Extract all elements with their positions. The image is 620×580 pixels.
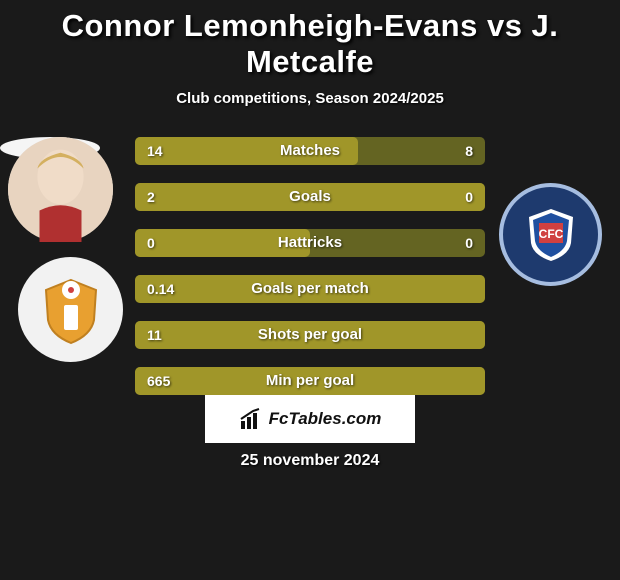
content-area: CFC 148Matches20Goals00Hattricks0.14Goal…: [0, 137, 620, 159]
stat-label: Matches: [135, 137, 485, 165]
footer-brand-text: FcTables.com: [269, 409, 382, 429]
club-right-badge: CFC: [499, 183, 602, 286]
comparison-title: Connor Lemonheigh-Evans vs J. Metcalfe: [0, 0, 620, 80]
footer-brand-badge: FcTables.com: [205, 395, 415, 443]
stat-bar: 0.14Goals per match: [135, 275, 485, 303]
stat-bar: 00Hattricks: [135, 229, 485, 257]
stat-label: Hattricks: [135, 229, 485, 257]
comparison-subtitle: Club competitions, Season 2024/2025: [0, 90, 620, 107]
stat-label: Min per goal: [135, 367, 485, 395]
stat-label: Goals per match: [135, 275, 485, 303]
stat-bar: 20Goals: [135, 183, 485, 211]
svg-text:CFC: CFC: [538, 227, 563, 241]
chart-icon: [239, 407, 263, 431]
stat-bar: 11Shots per goal: [135, 321, 485, 349]
club-left-badge: [18, 257, 123, 362]
player-left-avatar: [8, 137, 113, 242]
stat-label: Shots per goal: [135, 321, 485, 349]
footer-date: 25 november 2024: [0, 452, 620, 470]
stat-bar: 148Matches: [135, 137, 485, 165]
stat-bar: 665Min per goal: [135, 367, 485, 395]
stat-bars: 148Matches 20Goals 00Hattricks 0.14Goals pe…: [135, 137, 485, 413]
stat-label: Goals: [135, 183, 485, 211]
